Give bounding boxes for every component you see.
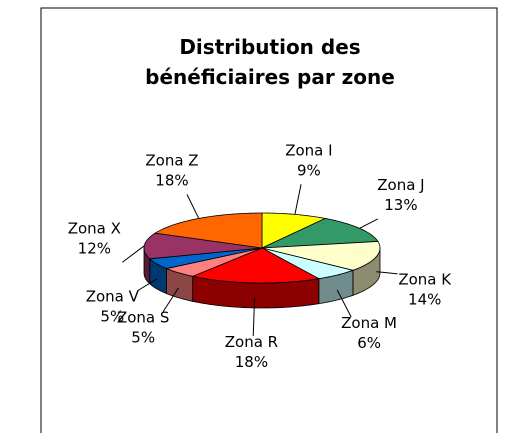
- data-label: Zona I 9%: [285, 141, 332, 179]
- leader-line: [376, 271, 398, 275]
- data-label: Zona S 5%: [117, 309, 169, 347]
- slice: [261, 241, 381, 271]
- data-label: Zona V 5%: [86, 288, 140, 326]
- slice: [261, 212, 327, 249]
- leader-line: [121, 245, 145, 263]
- slice: [154, 212, 263, 249]
- data-label: Zona J 13%: [377, 176, 424, 214]
- leader-line: [336, 289, 352, 318]
- value-label: 6%: [357, 334, 381, 352]
- data-label: Zona R 18%: [225, 333, 278, 371]
- category-label: Zona Z: [145, 152, 198, 170]
- value-label: 9%: [297, 161, 321, 179]
- category-label: Zona X: [68, 220, 121, 238]
- leader-line: [186, 194, 200, 219]
- slice: [261, 247, 355, 280]
- category-label: Zona R: [225, 333, 278, 351]
- leader-line: [162, 287, 179, 313]
- leader-line: [294, 184, 302, 215]
- data-label: Zona M 6%: [341, 314, 397, 352]
- data-label: Zona Z 18%: [145, 152, 198, 190]
- chart-frame: [40, 7, 498, 433]
- slice: [148, 247, 263, 269]
- value-label: 5%: [131, 329, 155, 347]
- leader-line: [252, 297, 256, 337]
- leader-line: [359, 218, 379, 229]
- leader-line: [136, 278, 158, 292]
- value-label: 18%: [235, 353, 268, 371]
- value-label: 13%: [384, 196, 417, 214]
- slice: [191, 247, 321, 284]
- value-label: 5%: [100, 308, 124, 326]
- slice: [165, 247, 263, 277]
- data-label: Zona X 12%: [68, 220, 121, 258]
- value-label: 18%: [155, 172, 188, 190]
- value-label: 12%: [78, 240, 111, 258]
- category-label: Zona S: [117, 309, 169, 327]
- slice: [143, 232, 263, 260]
- category-label: Zona K: [398, 271, 452, 289]
- category-label: Zona M: [341, 314, 397, 332]
- data-label: Zona K 14%: [398, 271, 452, 309]
- slice: [261, 218, 379, 249]
- category-label: Zona V: [86, 288, 140, 306]
- value-label: 14%: [408, 291, 441, 309]
- category-label: Zona I: [285, 141, 332, 159]
- category-label: Zona J: [377, 176, 424, 194]
- chart-title: Distribution des bénéficiaires par zone: [145, 35, 395, 89]
